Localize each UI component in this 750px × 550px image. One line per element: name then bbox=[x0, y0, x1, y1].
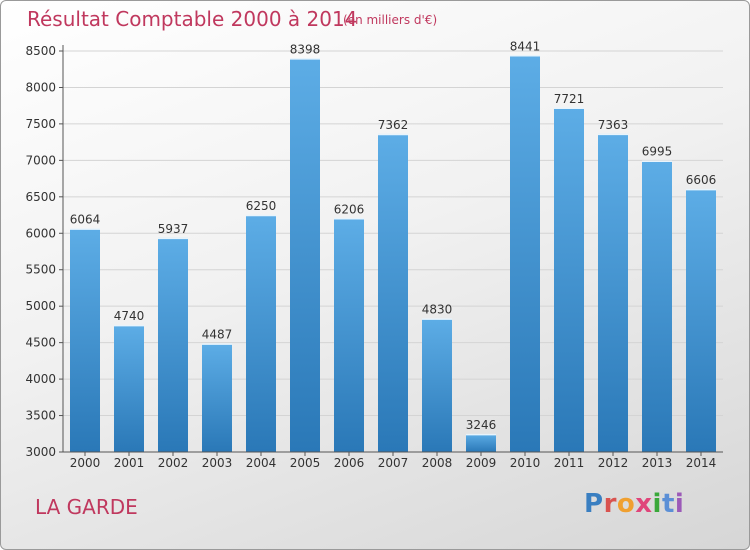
x-tick-label: 2014 bbox=[686, 456, 717, 470]
bar-value-label: 6206 bbox=[334, 202, 365, 216]
bars bbox=[70, 55, 716, 453]
y-tick-label: 3000 bbox=[25, 445, 56, 459]
bar bbox=[158, 237, 188, 452]
bar bbox=[554, 107, 584, 453]
logo-letter: r bbox=[603, 489, 617, 519]
x-tick-label: 2008 bbox=[422, 456, 453, 470]
logo-letter: o bbox=[616, 489, 636, 519]
y-tick-label: 3500 bbox=[25, 409, 56, 423]
bar bbox=[378, 133, 408, 452]
y-tick-label: 4500 bbox=[25, 336, 56, 350]
bar-value-label: 5937 bbox=[158, 222, 189, 236]
x-tick-label: 2005 bbox=[290, 456, 321, 470]
x-tick-label: 2004 bbox=[246, 456, 277, 470]
bar bbox=[642, 160, 672, 452]
x-tick-label: 2003 bbox=[202, 456, 233, 470]
bar-value-label: 6250 bbox=[246, 199, 277, 213]
logo-letter: t bbox=[661, 489, 675, 519]
bar bbox=[70, 228, 100, 452]
bar-value-label: 7362 bbox=[378, 118, 409, 132]
x-tick-label: 2002 bbox=[158, 456, 189, 470]
y-tick-label: 5500 bbox=[25, 263, 56, 277]
bar bbox=[114, 325, 144, 452]
bar-value-label: 8441 bbox=[510, 39, 541, 53]
labels: 3000 3500 4000 4500 5000 5500 6000 6500 7000 7500… bbox=[25, 39, 716, 470]
x-tick-label: 2013 bbox=[642, 456, 673, 470]
x-tick-label: 2009 bbox=[466, 456, 497, 470]
y-tick-label: 8500 bbox=[25, 44, 56, 58]
y-tick-label: 8000 bbox=[25, 80, 56, 94]
bar bbox=[334, 218, 364, 452]
chart-subtitle: (en milliers d'€) bbox=[343, 13, 438, 27]
axes bbox=[59, 45, 723, 456]
bar bbox=[246, 215, 276, 452]
logo-letter: x bbox=[635, 489, 653, 519]
y-tick-label: 6500 bbox=[25, 190, 56, 204]
logo-letter: i bbox=[674, 489, 685, 519]
proxiti-logo: Proxiti bbox=[584, 489, 684, 519]
x-tick-label: 2007 bbox=[378, 456, 409, 470]
bar-value-label: 6064 bbox=[70, 213, 101, 227]
y-tick-label: 7500 bbox=[25, 117, 56, 131]
x-tick-label: 2000 bbox=[70, 456, 101, 470]
y-tick-label: 5000 bbox=[25, 299, 56, 313]
x-tick-label: 2001 bbox=[114, 456, 145, 470]
y-tick-label: 7000 bbox=[25, 153, 56, 167]
bar-value-label: 6995 bbox=[642, 145, 673, 159]
y-tick-label: 6000 bbox=[25, 226, 56, 240]
bar bbox=[598, 133, 628, 452]
commune-name: LA GARDE bbox=[35, 495, 138, 519]
bar-value-label: 6606 bbox=[686, 173, 717, 187]
bar-value-label: 4830 bbox=[422, 303, 453, 317]
bar bbox=[466, 434, 496, 452]
logo-letter: P bbox=[584, 489, 604, 519]
bar-value-label: 3246 bbox=[466, 418, 497, 432]
bar-value-label: 4740 bbox=[114, 309, 145, 323]
logo-letter: i bbox=[652, 489, 662, 519]
x-tick-label: 2012 bbox=[598, 456, 629, 470]
x-tick-label: 2011 bbox=[554, 456, 585, 470]
chart-title: Résultat Comptable 2000 à 2014 bbox=[27, 7, 358, 31]
bar-value-label: 8398 bbox=[290, 42, 321, 56]
bar-value-label: 4487 bbox=[202, 328, 233, 342]
bar bbox=[202, 343, 232, 452]
bar bbox=[290, 58, 320, 452]
x-tick-label: 2006 bbox=[334, 456, 365, 470]
bar bbox=[510, 55, 540, 452]
x-tick-label: 2010 bbox=[510, 456, 541, 470]
bar bbox=[422, 318, 452, 452]
bar bbox=[686, 189, 716, 452]
bar-value-label: 7721 bbox=[554, 92, 585, 106]
y-tick-label: 4000 bbox=[25, 372, 56, 386]
bar-value-label: 7363 bbox=[598, 118, 629, 132]
